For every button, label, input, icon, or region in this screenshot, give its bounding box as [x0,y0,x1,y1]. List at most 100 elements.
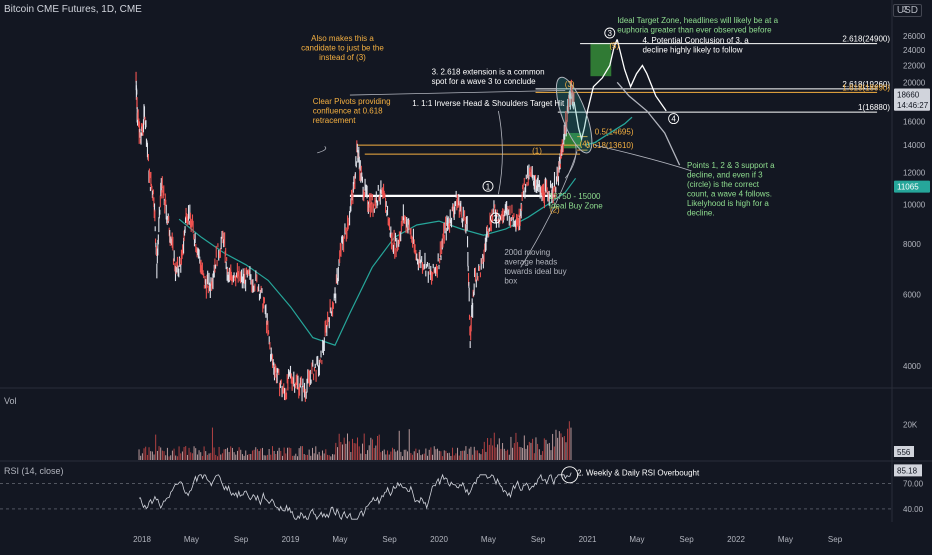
wave-label: 4 [671,115,676,124]
fib-level-label: 2.618(24900) [842,35,890,44]
wave-circle [604,27,616,39]
annotation-text: 4. Potential Conclusion of 3, a [642,36,749,45]
annotation-text: box [504,277,517,286]
annotation-text: Likelyhood is high for a [687,199,769,208]
projection-path [616,81,681,166]
time-tick-label: 2018 [133,535,151,544]
time-tick-label: May [778,535,793,544]
fib-level-label: 0.5(14695) [595,128,634,137]
price-tick-label: 8000 [903,240,921,249]
annotation-text: 200d moving [504,248,550,257]
time-tick-label: 2022 [727,535,745,544]
rsi-tick-label: 40.00 [903,505,924,514]
fib-level-label: 0.618(13610) [586,141,634,150]
time-tick-label: May [184,535,199,544]
annotation-arrow [349,89,566,96]
price-tick-label: 12000 [903,168,926,177]
wave-circle [668,113,680,125]
wave-circle [482,180,494,192]
time-tick-label: May [481,535,496,544]
currency-badge[interactable]: USD [892,4,922,17]
annotation-text: spot for a wave 3 to conclude [432,77,537,86]
price-badge-label: 18660 [897,90,920,99]
projection-path [573,39,618,142]
rsi-annotation: 2. Weekly & Daily RSI Overbought [577,469,700,478]
price-tick-label: 16000 [903,118,926,127]
annotation-text: Points 1, 2 & 3 support a [687,161,775,170]
annotation-text: 3. 2.618 extension is a common [432,67,545,76]
target-zone [590,42,612,77]
time-tick-label: May [629,535,644,544]
annotation-text: 1. 1:1 Inverse Head & Shoulders Target H… [412,99,565,108]
rsi-line [138,472,572,521]
wave-circle [489,212,501,224]
annotation-text: Ideal Target Zone, headlines will likely… [617,16,778,25]
projection-path [616,39,667,112]
fib-level-label: 1(16880) [858,103,890,112]
annotation-text: towards ideal buy [504,267,566,276]
volume-tick-label: 20K [903,421,918,430]
price-tick-label: 26000 [903,32,926,41]
time-tick-label: Sep [531,535,546,544]
price-tick-label: 10000 [903,200,926,209]
time-tick-label: 2021 [579,535,597,544]
price-badge [894,180,930,193]
price-tick-label: 4000 [903,362,921,371]
annotation-text: Also makes this a [311,34,374,43]
fib-level-label: 2.618(19260) [842,80,890,89]
annotation-arrow [564,145,577,179]
time-tick-label: Sep [382,535,397,544]
price-badge [894,98,930,111]
time-tick-label: 2020 [430,535,448,544]
rsi-overbought-circle [561,466,579,484]
wave-label: 3 [608,29,613,38]
price-tick-label: 24000 [903,46,926,55]
time-tick-label: Sep [679,535,694,544]
annotation-text: 13750 - 15000 [549,192,601,201]
annotation-arrow [317,146,327,154]
rsi-badge-label: 85.18 [897,466,918,475]
volume-label: Vol [4,396,17,406]
wave-label: 1 [486,182,491,191]
time-tick-label: May [332,535,347,544]
price-tick-label: 14000 [903,141,926,150]
wave-label: (3) [565,80,575,89]
rsi-label: RSI (14, close) [4,466,64,476]
wave-label: (5) [609,42,619,51]
chart-title: Bitcoin CME Futures, 1D, CME [4,4,142,15]
price-badge [894,88,930,101]
volume-badge-label: 556 [897,448,911,457]
time-tick-label: Sep [234,535,249,544]
annotation-text: average heads [504,258,557,267]
annotation-text: candidate to just be the [301,43,384,52]
wave-label: (1) [532,147,542,156]
annotation-text: (circle) is the correct [687,180,760,189]
annotation-text: instead of (3) [319,53,366,62]
volume-badge [894,446,914,457]
annotation-text: confluence at 0.618 [313,106,383,115]
annotation-arrow [498,110,503,195]
annotation-arrow [520,151,578,268]
time-tick-label: Sep [828,535,843,544]
annotation-arrow [594,144,692,172]
annotation-text: decline highly likely to follow [642,45,742,54]
annotation-text: decline, and even if 3 [687,170,763,179]
annotation-text: retracement [313,116,356,125]
price-tick-label: 22000 [903,61,926,70]
price-tick-label: 20000 [903,78,926,87]
annotation-text: Clear Pivots providing [313,97,391,106]
annotation-text: decline. [687,208,715,217]
price-badge-label: 14:46:27 [897,101,929,110]
wave-ellipse [555,76,593,154]
annotation-text: Ideal Buy Zone [549,202,603,211]
fib-level-label: 1.618(18890) [842,83,890,92]
wave-label: (2) [550,206,560,215]
annotation-text: count, a wave 4 follows. [687,189,772,198]
rsi-tick-label: 70.00 [903,479,924,488]
rsi-badge [894,464,922,477]
price-axis-top-label: 2 [903,5,908,14]
price-badge-label: 11065 [897,183,919,192]
price-tick-label: 6000 [903,291,921,300]
